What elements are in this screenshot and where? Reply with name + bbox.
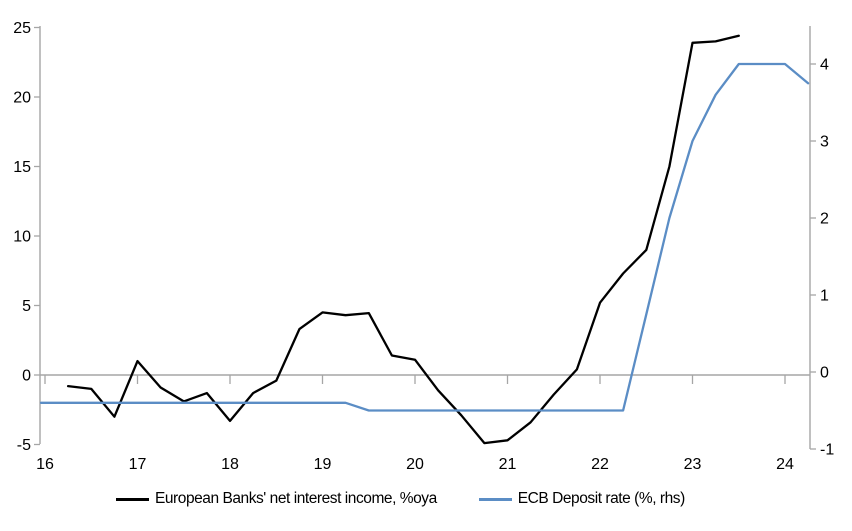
legend-swatch-ecb bbox=[478, 497, 512, 501]
right-axis-tick-label: 0 bbox=[820, 365, 829, 382]
legend-swatch-nii bbox=[116, 497, 149, 501]
left-axis-tick-label: 20 bbox=[13, 90, 31, 107]
left-axis-tick-label: -5 bbox=[17, 437, 31, 454]
left-axis-tick-label: 15 bbox=[13, 159, 31, 176]
right-axis-tick-label: 2 bbox=[820, 211, 829, 228]
series-line-ecb-deposit-rate bbox=[39, 62, 810, 412]
left-axis-tick-label: 0 bbox=[22, 368, 31, 385]
legend-label-nii: European Banks' net interest income, %oy… bbox=[155, 490, 437, 507]
left-axis-tick-label: 10 bbox=[13, 229, 31, 246]
legend-item-ecb: ECB Deposit rate (%, rhs) bbox=[478, 490, 686, 508]
x-axis-tick-label: 23 bbox=[684, 456, 702, 473]
x-axis-tick-label: 22 bbox=[591, 456, 609, 473]
x-axis-tick-label: 20 bbox=[406, 456, 424, 473]
x-axis-tick-label: 21 bbox=[499, 456, 517, 473]
right-axis-tick-label: -1 bbox=[820, 442, 834, 459]
series-line-net-interest-income bbox=[66, 34, 740, 445]
legend-item-nii: European Banks' net interest income, %oy… bbox=[116, 490, 437, 508]
right-axis-tick-label: 1 bbox=[820, 288, 829, 305]
x-axis-tick-label: 16 bbox=[36, 456, 54, 473]
x-axis-tick-label: 17 bbox=[129, 456, 147, 473]
x-axis-tick-label: 18 bbox=[221, 456, 239, 473]
legend-label-ecb: ECB Deposit rate (%, rhs) bbox=[517, 490, 686, 507]
left-axis-tick-label: 25 bbox=[13, 20, 31, 37]
x-axis-tick-label: 19 bbox=[314, 456, 332, 473]
x-axis-tick-label: 24 bbox=[776, 456, 794, 473]
right-axis-tick-label: 4 bbox=[820, 57, 829, 74]
chart-legend: European Banks' net interest income, %oy… bbox=[116, 490, 685, 508]
right-axis-tick-label: 3 bbox=[820, 134, 829, 151]
left-axis-tick-label: 5 bbox=[22, 298, 31, 315]
